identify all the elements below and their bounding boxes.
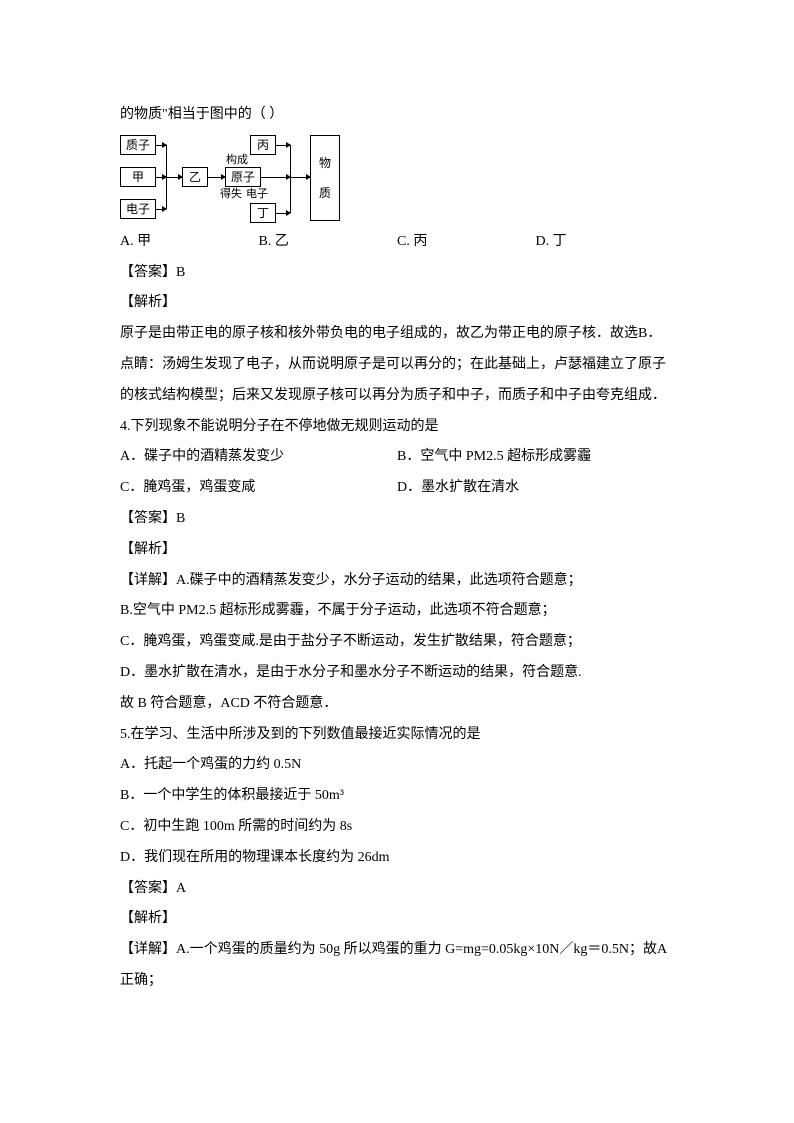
box-atom: 原子 [225,167,261,187]
box-ding: 丁 [250,203,276,223]
box-proton: 质子 [120,135,156,155]
q4-options-row1: A．碟子中的酒精蒸发变少 B．空气中 PM2.5 超标形成雾霾 [120,442,674,473]
q4-opt-d: D．墨水扩散在清水 [397,473,674,504]
q5-stem: 5.在学习、生活中所涉及到的下列数值最接近实际情况的是 [120,720,674,751]
q3-opt-d: D. 丁 [536,227,675,258]
q4-answer: 【答案】B [120,504,674,535]
q3-stem-cont: 的物质"相当于图中的（ ） [120,100,674,131]
q3-diagram: 质子 甲 电子 乙 原子 丙 丁 物 质 构成 得失 电子 [120,135,345,225]
q3-opt-c: C. 丙 [397,227,536,258]
q5-opt-c: C．初中生跑 100m 所需的时间约为 8s [120,812,674,843]
matter-char1: 物 [319,157,331,169]
q4-detail-c: C．腌鸡蛋，鸡蛋变咸.是由于盐分子不断运动，发生扩散结果，符合题意； [120,627,674,658]
label-dianzi: 电子 [246,189,268,200]
q3-opt-b: B. 乙 [259,227,398,258]
label-gouchen: 构成 [226,155,248,166]
q4-opt-b: B．空气中 PM2.5 超标形成雾霾 [397,442,674,473]
q5-opt-a: A．托起一个鸡蛋的力约 0.5N [120,750,674,781]
box-electron: 电子 [120,199,156,219]
box-jia: 甲 [120,167,156,187]
q4-opt-a: A．碟子中的酒精蒸发变少 [120,442,397,473]
q3-options: A. 甲 B. 乙 C. 丙 D. 丁 [120,227,674,258]
q3-analysis-p2: 点睛：汤姆生发现了电子，从而说明原子是可以再分的；在此基础上，卢瑟福建立了原子的… [120,350,674,412]
q4-opt-c: C．腌鸡蛋，鸡蛋变咸 [120,473,397,504]
q3-opt-a: A. 甲 [120,227,259,258]
q3-analysis-label: 【解析】 [120,288,674,319]
q5-opt-d: D．我们现在所用的物理课本长度约为 26dm [120,843,674,874]
q4-detail-b: B.空气中 PM2.5 超标形成雾霾，不属于分子运动，此选项不符合题意； [120,596,674,627]
matter-char2: 质 [319,187,331,199]
q3-analysis-p1: 原子是由带正电的原子核和核外带负电的电子组成的，故乙为带正电的原子核．故选B． [120,319,674,350]
box-matter: 物 质 [310,135,340,221]
box-bing: 丙 [250,135,276,155]
q4-detail-d: D．墨水扩散在清水，是由于水分子和墨水分子不断运动的结果，符合题意. [120,658,674,689]
q4-analysis-label: 【解析】 [120,535,674,566]
q4-conclusion: 故 B 符合题意，ACD 不符合题意． [120,689,674,720]
q4-stem: 4.下列现象不能说明分子在不停地做无规则运动的是 [120,412,674,443]
box-yi: 乙 [182,167,208,187]
q5-answer: 【答案】A [120,874,674,905]
q5-analysis-label: 【解析】 [120,904,674,935]
q4-detail-a: 【详解】A.碟子中的酒精蒸发变少，水分子运动的结果，此选项符合题意； [120,566,674,597]
q4-options-row2: C．腌鸡蛋，鸡蛋变咸 D．墨水扩散在清水 [120,473,674,504]
q3-answer: 【答案】B [120,258,674,289]
q5-detail-a: 【详解】A.一个鸡蛋的质量约为 50g 所以鸡蛋的重力 G=mg=0.05kg×… [120,935,674,997]
q5-opt-b: B．一个中学生的体积最接近于 50m³ [120,781,674,812]
label-deshi: 得失 [220,189,242,200]
